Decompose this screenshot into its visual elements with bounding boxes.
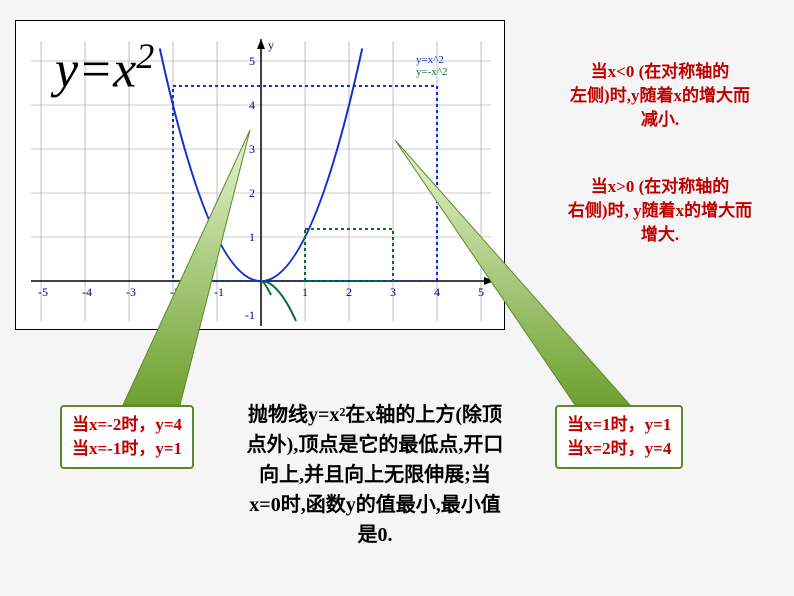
y-axis-label: y xyxy=(268,38,274,52)
svg-text:5: 5 xyxy=(249,54,255,68)
rt1-l3: 减小. xyxy=(550,108,770,132)
formula: y=x2 xyxy=(55,35,154,99)
arrow-left xyxy=(115,130,275,410)
cl-l2: 当x=-1时，y=1 xyxy=(72,437,182,461)
callout-left: 当x=-2时，y=4 当x=-1时，y=1 xyxy=(60,405,194,469)
right-text-decrease: 当x<0 (在对称轴的 左侧)时,y随着x的增大而 减小. xyxy=(550,60,770,131)
formula-base: y=x xyxy=(55,41,136,98)
svg-text:2: 2 xyxy=(346,285,352,299)
callout-right: 当x=1时，y=1 当x=2时，y=4 xyxy=(555,405,683,469)
svg-text:4: 4 xyxy=(249,98,255,112)
formula-exp: 2 xyxy=(136,36,154,76)
svg-text:1: 1 xyxy=(302,285,308,299)
arrow-right xyxy=(390,140,650,408)
legend-green: y=-x^2 xyxy=(416,66,448,78)
cr-l1: 当x=1时，y=1 xyxy=(567,413,671,437)
cr-l2: 当x=2时，y=4 xyxy=(567,437,671,461)
svg-text:-4: -4 xyxy=(82,285,92,299)
rt1-l1: 当x<0 (在对称轴的 xyxy=(550,60,770,84)
center-description: 抛物线y=x²在x轴的上方(除顶点外),顶点是它的最低点,开口向上,并且向上无限… xyxy=(245,400,505,550)
rt1-l2: 左侧)时,y随着x的增大而 xyxy=(550,84,770,108)
cl-l1: 当x=-2时，y=4 xyxy=(72,413,182,437)
svg-text:-5: -5 xyxy=(38,285,48,299)
legend-blue: y=x^2 xyxy=(416,54,444,66)
